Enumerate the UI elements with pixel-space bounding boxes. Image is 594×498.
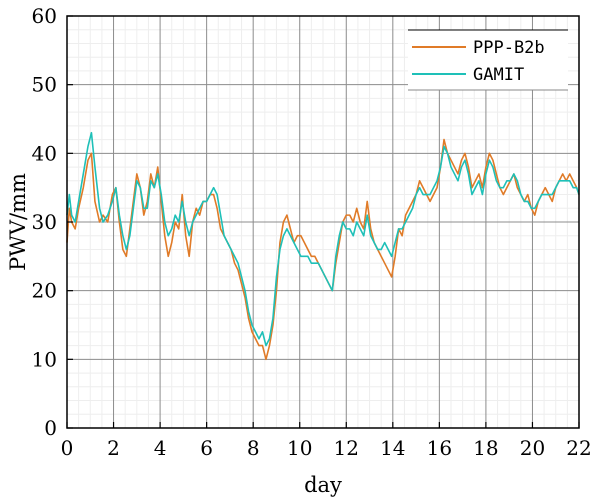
series-layer [66,131,580,361]
x-tick-label: 0 [61,436,74,460]
y-tick-label: 30 [32,210,57,234]
x-tick-label: 8 [247,436,260,460]
x-tick-label: 2 [107,436,120,460]
series-line-gamit [66,131,580,347]
legend-label-ppp-b2b: PPP-B2b [473,38,545,58]
x-tick-label: 12 [334,436,359,460]
x-tick-label: 14 [380,436,405,460]
y-tick-label: 0 [44,416,57,440]
legend: PPP-B2b GAMIT [408,29,568,91]
x-tick-label: 20 [520,436,545,460]
legend-box [408,30,568,90]
x-tick-label: 16 [427,436,452,460]
y-tick-label: 40 [32,141,57,165]
legend-label-gamit: GAMIT [473,65,524,85]
y-tick-label: 60 [32,4,57,28]
x-tick-label: 10 [287,436,312,460]
axis-ticks [66,15,580,429]
x-tick-label: 6 [200,436,213,460]
y-tick-label: 50 [32,73,57,97]
y-axis-label: PWV/mm [6,173,30,271]
x-tick-label: 22 [566,436,591,460]
tick-labels: 0 2 4 6 8 10 12 14 16 18 20 22 0 10 20 30 40 50 60 [32,4,592,460]
x-tick-label: 18 [473,436,498,460]
x-tick-label: 4 [154,436,167,460]
x-axis-label: day [304,473,342,497]
y-tick-label: 10 [32,347,57,371]
y-tick-label: 20 [32,279,57,303]
